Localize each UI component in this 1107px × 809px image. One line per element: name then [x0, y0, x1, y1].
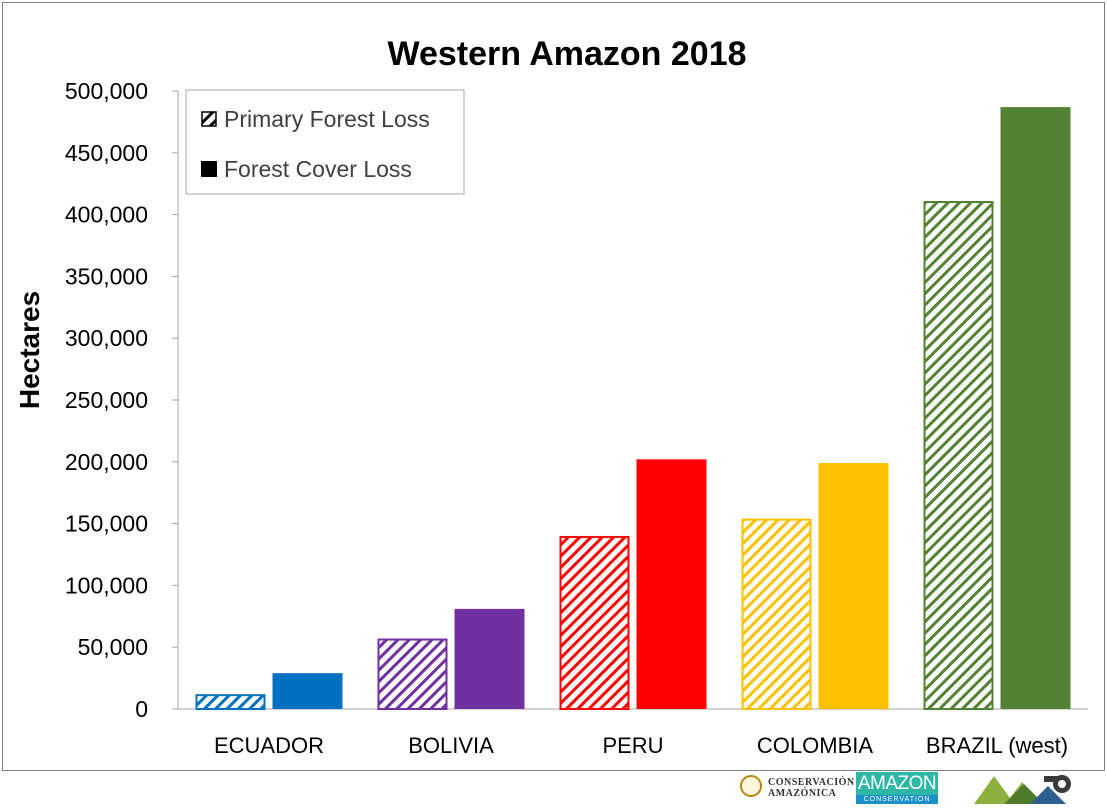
maap-logo: [974, 772, 1078, 804]
bar-colombia-forest-cover-loss: [818, 463, 889, 709]
acca-logo: CONSERVACIÓN AMAZÓNICA: [738, 772, 854, 804]
y-tick-label: 450,000: [65, 140, 148, 166]
legend: Primary Forest Loss Forest Cover Loss: [185, 89, 465, 195]
legend-swatch: [201, 111, 217, 127]
y-tick-label: 500,000: [65, 78, 148, 104]
y-tick-label: 150,000: [65, 511, 148, 537]
acca-logo-line1: CONSERVACIÓN: [768, 777, 855, 788]
x-tick-label: PERU: [602, 733, 663, 758]
chart-frame: Western Amazon 2018 Hectares 0 50,000 100,…: [2, 2, 1105, 771]
acca-emblem-icon: [740, 775, 762, 797]
legend-label: Primary Forest Loss: [224, 106, 430, 132]
y-tick-label: 0: [135, 696, 148, 722]
y-tick-label: 300,000: [65, 325, 148, 351]
y-tick-label: 200,000: [65, 449, 148, 475]
y-axis-title: Hectares: [14, 291, 45, 409]
legend-label: Forest Cover Loss: [224, 156, 412, 182]
y-tick-label: 250,000: [65, 387, 148, 413]
x-tick-label: BRAZIL (west): [926, 733, 1068, 758]
chart-title: Western Amazon 2018: [387, 35, 746, 73]
maap-mountains-icon: [974, 775, 1071, 804]
x-tick-label: BOLIVIA: [408, 733, 494, 758]
y-tick-label: 50,000: [78, 634, 148, 660]
y-tick-label: 100,000: [65, 572, 148, 598]
y-tick-label: 350,000: [65, 263, 148, 289]
amazon-logo-sub: CONSERVATION: [863, 796, 931, 803]
bar-ecuador-forest-cover-loss: [272, 673, 343, 709]
bar-colombia-primary-forest-loss: [741, 518, 812, 710]
bar-peru-forest-cover-loss: [636, 459, 707, 709]
bar-peru-primary-forest-loss: [559, 535, 630, 711]
bar-bolivia-forest-cover-loss: [454, 608, 525, 709]
legend-box: [185, 89, 465, 195]
x-tick-label: COLOMBIA: [757, 733, 873, 758]
amazon-logo-word: AMAZON: [856, 772, 938, 795]
y-tick-label: 400,000: [65, 202, 148, 228]
bar-brazil-west-forest-cover-loss: [1000, 107, 1071, 710]
bar-bolivia-primary-forest-loss: [377, 638, 448, 710]
bars: [195, 107, 1071, 711]
acca-logo-line2: AMAZÓNICA: [768, 788, 837, 799]
bar-chart: Western Amazon 2018 Hectares 0 50,000 100,…: [14, 35, 1088, 758]
x-axis: ECUADOR BOLIVIA PERU COLOMBIA BRAZIL (west): [178, 708, 1088, 758]
legend-swatch: [201, 161, 217, 177]
bar-brazil-west-primary-forest-loss: [923, 201, 994, 710]
x-tick-label: ECUADOR: [214, 733, 324, 758]
amazon-conservation-logo: AMAZON CONSERVATION: [856, 772, 938, 804]
bar-ecuador-primary-forest-loss: [195, 694, 266, 711]
y-axis: 0 50,000 100,000 150,000 200,000 250,000 300,0…: [65, 78, 179, 722]
logo-strip: CONSERVACIÓN AMAZÓNICA AMAZON CONSERVATI…: [738, 772, 1078, 804]
